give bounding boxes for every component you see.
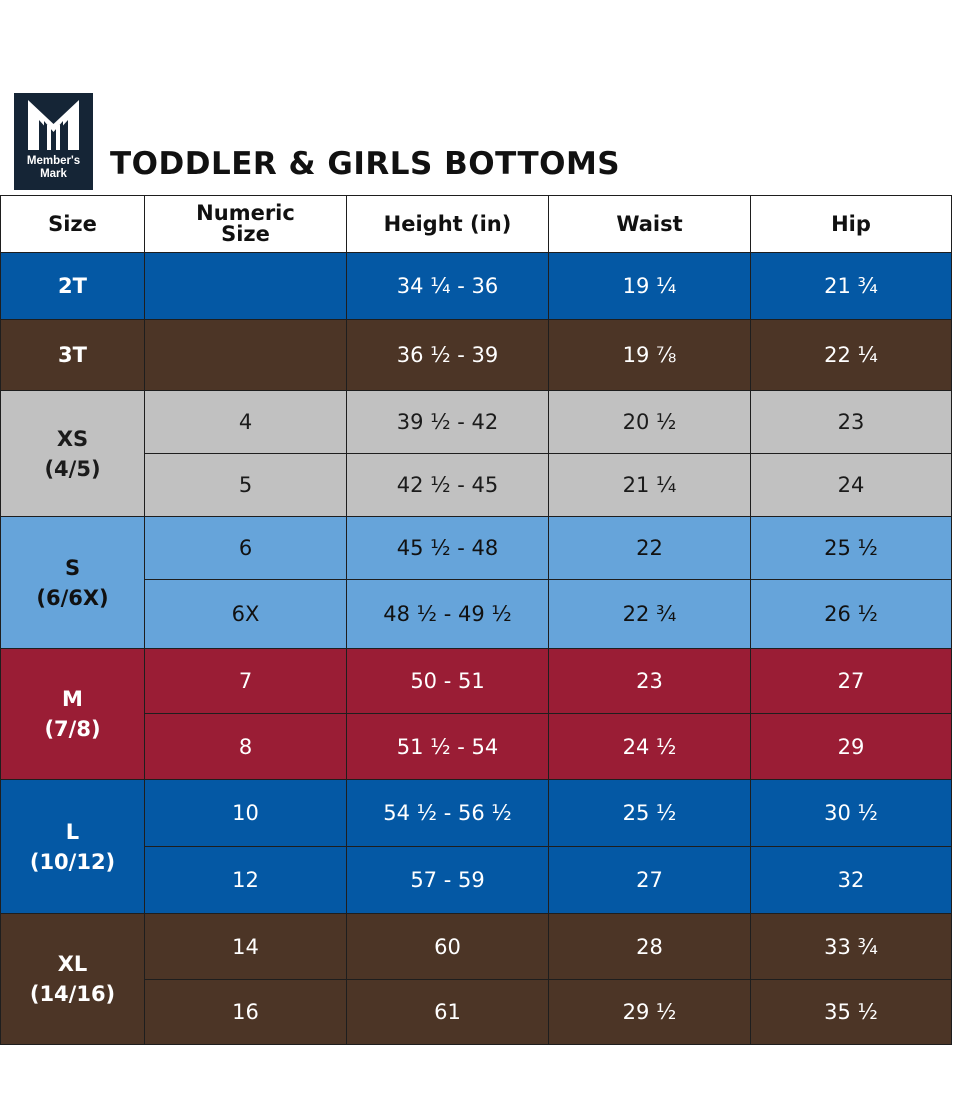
hip-cell: 26 ½ — [750, 579, 952, 649]
table-row: S (6/6X) 6 45 ½ - 48 22 25 ½ — [0, 516, 952, 649]
numeric-size-cell: 16 — [144, 979, 347, 1045]
size-label: XS — [56, 426, 89, 451]
numeric-size-cell: 14 — [144, 913, 347, 980]
height-cell: 54 ½ - 56 ½ — [346, 779, 549, 847]
numeric-size-cell — [144, 319, 347, 391]
height-cell: 36 ½ - 39 — [346, 319, 549, 391]
height-cell: 42 ½ - 45 — [346, 453, 549, 517]
hip-cell: 27 — [750, 648, 952, 714]
waist-cell: 23 — [548, 648, 751, 714]
waist-cell: 19 ⅞ — [548, 319, 751, 391]
size-cell: M (7/8) — [0, 648, 145, 780]
hip-cell: 23 — [750, 390, 952, 454]
waist-cell: 20 ½ — [548, 390, 751, 454]
height-cell: 45 ½ - 48 — [346, 516, 549, 580]
table-body: 2T 34 ¼ - 36 19 ¼ 21 ¾ 3T 36 ½ - 39 19 ⅞… — [0, 252, 952, 1045]
header-size: Size — [0, 195, 145, 253]
table-row: 3T 36 ½ - 39 19 ⅞ 22 ¼ — [0, 319, 952, 391]
table-row: 2T 34 ¼ - 36 19 ¼ 21 ¾ — [0, 252, 952, 320]
size-sub-label: (7/8) — [44, 717, 101, 741]
waist-cell: 28 — [548, 913, 751, 980]
header-waist: Waist — [548, 195, 751, 253]
size-cell: XL (14/16) — [0, 913, 145, 1045]
size-sub-label: (4/5) — [44, 456, 101, 481]
logo-text-line2: Mark — [40, 168, 67, 180]
hip-cell: 21 ¾ — [750, 252, 952, 320]
size-sub-label: (10/12) — [29, 849, 116, 874]
header-numeric-size-text: Numeric Size — [196, 201, 295, 246]
waist-cell: 22 — [548, 516, 751, 580]
numeric-size-cell: 6X — [144, 579, 347, 649]
waist-cell: 29 ½ — [548, 979, 751, 1045]
height-cell: 61 — [346, 979, 549, 1045]
height-cell: 51 ½ - 54 — [346, 713, 549, 780]
table-row: XS (4/5) 4 39 ½ - 42 20 ½ 23 — [0, 390, 952, 517]
numeric-size-cell: 7 — [144, 648, 347, 714]
header-hip: Hip — [750, 195, 952, 253]
size-cell: XS (4/5) — [0, 390, 145, 517]
height-cell: 48 ½ - 49 ½ — [346, 579, 549, 649]
numeric-size-cell: 6 — [144, 516, 347, 580]
table-row: M (7/8) 7 50 - 51 23 27 — [0, 648, 952, 780]
table-row: 12 57 - 59 27 32 — [0, 846, 952, 914]
size-label: 3T — [58, 343, 87, 367]
logo-text-line1: Member's — [26, 155, 81, 167]
size-sub-label: (14/16) — [29, 982, 116, 1006]
waist-cell: 24 ½ — [548, 713, 751, 780]
hip-cell: 35 ½ — [750, 979, 952, 1045]
numeric-size-cell: 12 — [144, 846, 347, 914]
height-cell: 34 ¼ - 36 — [346, 252, 549, 320]
size-cell: L (10/12) — [0, 779, 145, 914]
height-cell: 57 - 59 — [346, 846, 549, 914]
hip-cell: 32 — [750, 846, 952, 914]
table-row: XL (14/16) 14 60 28 33 ¾ — [0, 913, 952, 1045]
numeric-size-cell: 5 — [144, 453, 347, 517]
size-cell: 2T — [0, 252, 145, 320]
height-cell: 39 ½ - 42 — [346, 390, 549, 454]
size-cell: 3T — [0, 319, 145, 391]
hip-cell: 22 ¼ — [750, 319, 952, 391]
numeric-size-cell: 4 — [144, 390, 347, 454]
size-label: S — [64, 555, 81, 580]
waist-cell: 22 ¾ — [548, 579, 751, 649]
header-height: Height (in) — [346, 195, 549, 253]
height-cell: 60 — [346, 913, 549, 980]
size-label: M — [62, 687, 83, 711]
waist-cell: 25 ½ — [548, 779, 751, 847]
size-label: 2T — [58, 274, 87, 298]
table-header-row: Size Numeric Size Height (in) Waist Hip — [0, 195, 952, 253]
waist-cell: 21 ¼ — [548, 453, 751, 517]
header-numeric-size: Numeric Size — [144, 195, 347, 253]
table-row: L (10/12) 10 54 ½ - 56 ½ 25 ½ 30 ½ — [0, 779, 952, 914]
hip-cell: 33 ¾ — [750, 913, 952, 980]
size-chart-table: Size Numeric Size Height (in) Waist Hip … — [0, 195, 952, 1045]
table-row: 16 61 29 ½ 35 ½ — [0, 979, 952, 1045]
waist-cell: 19 ¼ — [548, 252, 751, 320]
numeric-size-cell — [144, 252, 347, 320]
size-label: XL — [57, 952, 88, 976]
table-row: 8 51 ½ - 54 24 ½ 29 — [0, 713, 952, 780]
page-title: TODDLER & GIRLS BOTTOMS — [110, 146, 621, 182]
table-row: 6X 48 ½ - 49 ½ 22 ¾ 26 ½ — [0, 579, 952, 649]
hip-cell: 29 — [750, 713, 952, 780]
size-sub-label: (6/6X) — [36, 585, 109, 610]
size-cell: S (6/6X) — [0, 516, 145, 649]
size-label: L — [65, 819, 80, 844]
height-cell: 50 - 51 — [346, 648, 549, 714]
waist-cell: 27 — [548, 846, 751, 914]
members-mark-logo: Member's Mark — [14, 93, 93, 190]
numeric-size-cell: 8 — [144, 713, 347, 780]
hip-cell: 30 ½ — [750, 779, 952, 847]
hip-cell: 24 — [750, 453, 952, 517]
numeric-size-cell: 10 — [144, 779, 347, 847]
hip-cell: 25 ½ — [750, 516, 952, 580]
members-mark-m-icon — [28, 100, 79, 150]
